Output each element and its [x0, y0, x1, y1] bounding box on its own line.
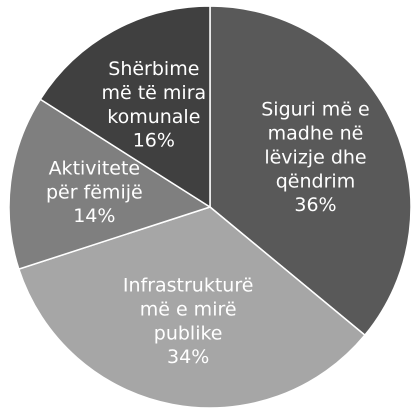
label-line: publike: [154, 322, 223, 344]
label-line: madhe në: [268, 122, 364, 144]
pie-slice: [8, 98, 212, 271]
label-line: lëvizje dhe: [264, 146, 366, 168]
label-line: për fëmijë: [46, 181, 143, 203]
pie-slice: [17, 206, 366, 409]
pie-slice: [209, 5, 412, 337]
value-label: 14%: [73, 205, 115, 227]
value-label: 34%: [167, 346, 209, 368]
slice-label: Shërbime më të mira komunale: [102, 57, 207, 127]
label-line: komunale: [107, 105, 200, 127]
label-line: më e mirë: [140, 298, 237, 320]
value-label: 36%: [294, 194, 336, 216]
label-line: Infrastrukturë: [123, 274, 254, 296]
slice-label: Aktivitete për fëmijë: [46, 157, 143, 203]
slice-label: Infrastrukturë më e mirë publike: [123, 274, 254, 344]
value-label: 16%: [133, 129, 175, 151]
pie-slice: [39, 5, 211, 209]
slice-label: Siguri më e madhe në lëvizje dhe qëndrim: [261, 98, 370, 192]
label-line: Shërbime: [108, 57, 199, 79]
label-line: më të mira: [102, 81, 207, 103]
label-line: Aktivitete: [49, 157, 141, 179]
label-line: qëndrim: [276, 170, 355, 192]
label-line: Siguri më e: [261, 98, 370, 120]
